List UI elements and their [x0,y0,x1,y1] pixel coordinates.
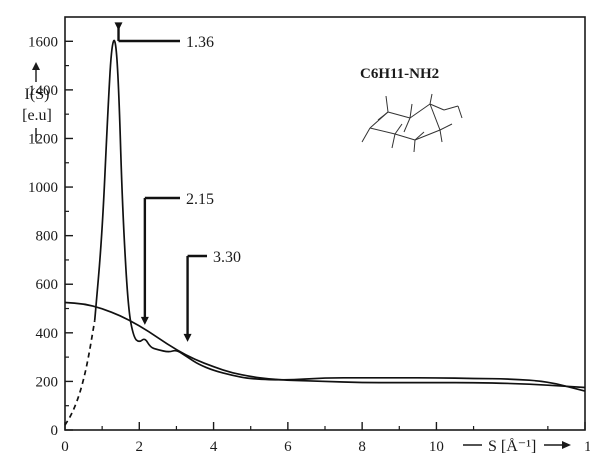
y-axis-ticks: 0 200 400 600 800 1000 1200 1400 1600 [28,34,73,439]
x-tick-label: 8 [358,439,366,455]
y-tick-label: 800 [36,229,59,245]
x-axis-label: S [Å⁻¹] [488,437,536,455]
y-tick-label: 1600 [28,34,58,50]
x-tick-label: 6 [284,439,292,455]
y-tick-label: 0 [51,423,59,439]
y-tick-label: 600 [36,277,59,293]
x-axis-ticks: 0 2 4 6 8 10 14 [61,422,590,455]
x-axis-label-group: S [Å⁻¹] [463,437,571,455]
annotation-layer: 1.36 2.15 3.30 [114,22,241,342]
y-tick-label: 1200 [28,131,58,147]
y-axis-unit: [e.u] [22,107,52,124]
x-tick-label: 10 [429,439,444,455]
y-axis-label: I(S) [25,86,50,103]
annotation-label: 1.36 [186,34,214,51]
annotation-label: 3.30 [213,249,241,266]
y-axis-label-group: I(S) [e.u] [22,62,52,142]
x-tick-label: 14 [584,439,590,455]
x-tick-label: 4 [210,439,218,455]
y-tick-label: 200 [36,374,59,390]
annotation-arrowhead [183,333,192,342]
series-line-3 [64,320,96,426]
annotation-arrowhead [114,22,123,31]
x-tick-label: 0 [61,439,69,455]
y-tick-label: 1400 [28,83,58,99]
series-line-2 [93,39,586,392]
x-tick-label: 2 [136,439,144,455]
plot-frame [64,16,586,431]
series-line-1 [64,301,586,389]
annotation-arrowhead [140,316,149,325]
annotation-label: 2.15 [186,191,214,208]
y-tick-label: 400 [36,326,59,342]
series-layer [64,39,586,426]
molecule-structure-icon [361,93,463,153]
y-tick-label: 1000 [28,180,58,196]
molecule-formula: C6H11-NH2 [360,66,439,82]
